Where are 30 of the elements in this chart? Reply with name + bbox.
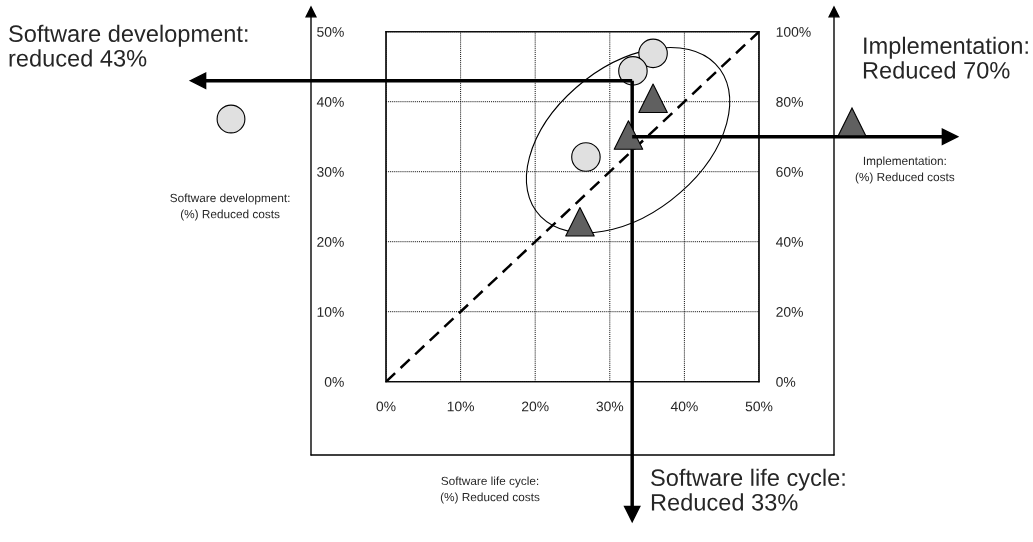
point bbox=[638, 38, 668, 69]
y2-tick-label: 40% bbox=[775, 237, 803, 247]
y-tick-label: 10% bbox=[317, 307, 344, 317]
x-tick-label: 20% bbox=[522, 401, 549, 412]
text: Software life cycle: (%) Reduced costs bbox=[440, 476, 540, 504]
y-tick-label: 50% bbox=[317, 27, 344, 37]
y-axis-title: Software development: (%) Reduced costs bbox=[170, 193, 290, 221]
point bbox=[638, 83, 668, 113]
ref-line-label: Software life cycle: Reduced 33% bbox=[651, 468, 845, 511]
y2-axis-title: Implementation: (%) Reduced costs bbox=[855, 156, 955, 184]
y2-tick-label: 80% bbox=[776, 97, 803, 107]
ref-line-label: Software development: reduced 43% bbox=[9, 24, 248, 67]
y-tick-label: 0% bbox=[324, 377, 344, 387]
ref-line-label: Implementation: Reduced 70% bbox=[863, 36, 1028, 79]
y-tick-label: 30% bbox=[317, 167, 344, 177]
y2-tick-label: 0% bbox=[776, 377, 796, 387]
x-tick-label: 10% bbox=[447, 401, 475, 412]
x-tick-label: 0% bbox=[376, 401, 396, 412]
y2-tick-label: 60% bbox=[776, 167, 803, 177]
y2-tick-label: 20% bbox=[776, 307, 803, 317]
point bbox=[565, 206, 595, 237]
point bbox=[618, 56, 648, 86]
point bbox=[613, 120, 644, 150]
x-tick-label: 50% bbox=[745, 401, 773, 412]
x-tick-label: 40% bbox=[670, 401, 698, 412]
y2-tick-label: 100% bbox=[776, 27, 811, 37]
y-tick-label: 40% bbox=[316, 97, 344, 107]
x-tick-label: 30% bbox=[596, 401, 624, 412]
y-tick-label: 20% bbox=[317, 237, 344, 247]
point bbox=[571, 142, 601, 172]
